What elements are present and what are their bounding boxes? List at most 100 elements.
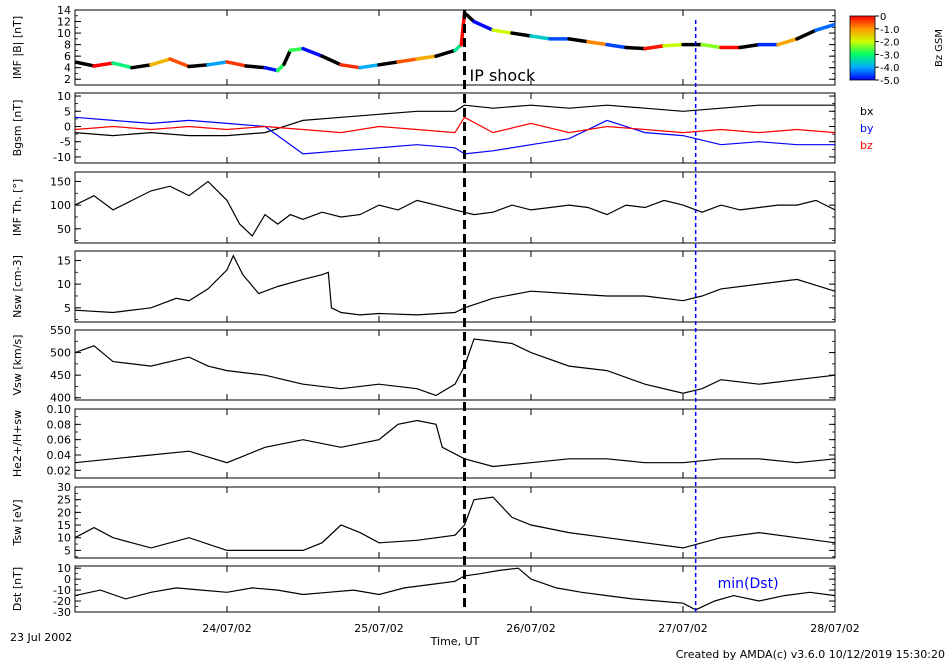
legend-bz: bz: [860, 139, 873, 152]
panel-frame: [74, 565, 836, 613]
y-tick-label: 500: [50, 347, 71, 360]
panel-vsw: 400 450 500 550 Vsw [km/s]: [11, 324, 836, 405]
series-imf-b-segment: [700, 42, 723, 50]
y-tick-label: 15: [57, 519, 71, 532]
y-tick-label: 550: [50, 324, 71, 337]
series-imf-theta: [75, 180, 835, 237]
y-tick-label: 10: [57, 90, 71, 103]
y-tick-label: 150: [50, 175, 71, 188]
series-imf-b-segment: [288, 46, 305, 53]
y-tick-label: 0.02: [47, 464, 72, 477]
series-imf-b-segment: [75, 60, 96, 68]
series-imf-b-segment: [244, 64, 267, 70]
series-imf-b-segment: [282, 48, 293, 66]
y-tick-label: 5: [64, 105, 71, 118]
event-label-ip-shock: IP shock: [470, 66, 537, 85]
panel-frame: [74, 250, 836, 323]
y-tick-label: 2: [64, 73, 71, 86]
y-tick-label: -20: [53, 595, 71, 608]
y-tick-label: 20: [57, 506, 71, 519]
panel-frame: [74, 408, 836, 479]
y-tick-label: 4: [64, 62, 71, 75]
series-imf-b-segment: [187, 63, 210, 69]
y-axis-label: Bgsm [nT]: [11, 100, 24, 157]
x-tick-label: 24/07/02: [202, 622, 251, 635]
panel-frame: [74, 92, 836, 164]
panel-nsw: 5 10 15 Nsw [cm-3]: [11, 250, 836, 323]
series-imf-b-segment: [510, 31, 533, 38]
x-tick-label: 25/07/02: [354, 622, 403, 635]
y-tick-label: 5: [64, 544, 71, 557]
series-imf-b-segment: [225, 60, 248, 68]
colorbar-tick-label: -5.0: [880, 76, 900, 87]
y-tick-label: 12: [57, 16, 71, 29]
x-tick-label: 26/07/02: [506, 622, 555, 635]
y-tick-label: -5: [60, 136, 71, 149]
y-tick-label: 14: [57, 4, 71, 17]
y-tick-label: 50: [57, 223, 71, 236]
series-imf-b-segment: [472, 19, 495, 32]
series-dst: [75, 567, 835, 611]
series-imf-b-segment: [605, 42, 628, 50]
series-imf-b-segment: [206, 60, 229, 67]
y-tick-label: 5: [64, 302, 71, 315]
colorbar: 0 -1.0 -2.0-3.0 -4.0 -5.0 Bz GSM: [849, 12, 945, 87]
colorbar-label: Bz GSM: [934, 29, 945, 67]
series-imf-b-segment: [567, 37, 590, 44]
x-tick-label: 27/07/02: [658, 622, 707, 635]
x-axis: 24/07/02 25/07/02 26/07/02 27/07/02 28/07/02: [202, 622, 859, 635]
series-imf-b-segment: [149, 57, 172, 67]
y-tick-label: 30: [57, 481, 71, 494]
y-axis-label: Nsw [cm-3]: [11, 255, 24, 318]
panel-frame: [74, 329, 836, 401]
series-imf-b-segment: [795, 28, 818, 41]
y-axis-label: He2+/H+sw: [11, 410, 24, 477]
series-imf-b-segment: [377, 60, 400, 67]
series-bgsm-bx: [75, 104, 835, 137]
series-imf-b-segment: [491, 28, 514, 35]
panel-frame: [74, 171, 836, 244]
series-imf-b-segment: [358, 63, 381, 70]
colorbar-tick-label: -3.0: [880, 50, 900, 61]
y-tick-label: -10: [53, 584, 71, 597]
colorbar-tick-label: -4.0: [880, 63, 900, 74]
series-imf-b-segment: [529, 34, 552, 41]
y-tick-label: 25: [57, 494, 71, 507]
series-imf-b-segment: [643, 44, 666, 51]
panel-bgsm: -10 -5 0 5 10 Bgsm [nT] bx by bz: [11, 90, 874, 164]
y-tick-label: 0.08: [47, 418, 72, 431]
series-imf-b-segment: [92, 61, 115, 68]
start-date-label: 23 Jul 2002: [10, 631, 72, 644]
series-vsw: [75, 338, 835, 397]
colorbar-tick-label: -1.0: [880, 25, 900, 36]
series-imf-b-segment: [434, 48, 457, 58]
series-imf-b-segment: [738, 42, 761, 50]
series-imf-b-segment: [263, 65, 280, 73]
series-imf-b-segment: [776, 37, 799, 47]
panel-imf-theta: 50 100 150 IMF Th. [°]: [11, 171, 836, 244]
y-tick-label: 10: [57, 562, 71, 575]
y-tick-label: 0.10: [47, 403, 72, 416]
y-tick-label: 400: [50, 392, 71, 405]
colorbar-tick-label: 0: [880, 12, 886, 23]
x-tick-label: 28/07/02: [810, 622, 859, 635]
y-tick-label: 100: [50, 199, 71, 212]
panel-frame: [74, 486, 836, 559]
y-tick-label: 0: [64, 120, 71, 133]
series-imf-b-segment: [168, 57, 191, 69]
series-he-ratio: [75, 419, 835, 468]
y-tick-label: 15: [57, 254, 71, 267]
x-axis-title: Time, UT: [430, 635, 480, 648]
y-tick-label: 6: [64, 50, 71, 63]
panel-he-ratio: 0.02 0.04 0.06 0.08 0.10 He2+/H+sw: [11, 403, 836, 479]
series-imf-b-segment: [111, 61, 134, 70]
y-tick-label: 0.06: [47, 434, 72, 447]
y-tick-label: 10: [57, 278, 71, 291]
y-axis-label: Dst [nT]: [11, 567, 24, 611]
series-imf-b-segment: [662, 42, 685, 48]
y-axis-label: Vsw [km/s]: [11, 335, 24, 396]
series-imf-b-segment: [396, 57, 419, 64]
